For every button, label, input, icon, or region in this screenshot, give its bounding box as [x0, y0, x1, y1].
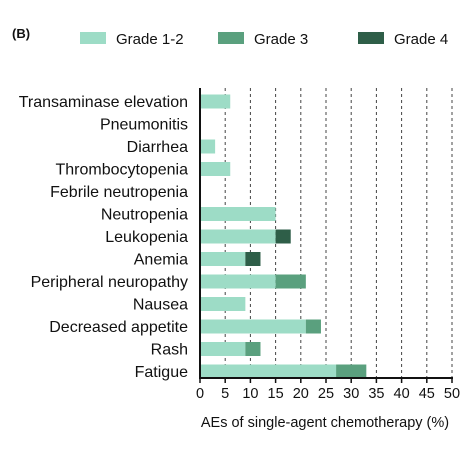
bar-decreased-appetite-s1 [305, 319, 321, 334]
category-label: Thrombocytopenia [55, 162, 188, 179]
x-tick-label: 0 [196, 386, 204, 402]
gridlines [224, 88, 453, 378]
legend-swatch-1 [218, 32, 244, 44]
bars [200, 94, 367, 379]
bar-diarrhea-s0 [200, 139, 216, 154]
bar-leukopenia-s2 [275, 229, 291, 244]
x-tick-label: 10 [242, 386, 258, 402]
tick-labels: 0 5 10 15 20 25 30 35 40 45 50 [196, 386, 460, 402]
panel-label: (B) [12, 26, 30, 41]
bar-neutropenia-s0 [200, 207, 276, 221]
category-label: Nausea [133, 297, 188, 314]
bar-rash-s1 [245, 342, 261, 356]
category-label: Rash [151, 342, 188, 359]
bar-transaminase-elevation-s0 [200, 94, 231, 109]
bar-peripheral-neuropathy-s1 [275, 274, 306, 289]
category-label: Pneumonitis [100, 117, 188, 134]
x-tick-label: 45 [419, 386, 435, 402]
legend-swatch-0 [80, 32, 106, 44]
x-tick-label: 30 [343, 386, 359, 402]
bar-nausea-s0 [200, 297, 246, 311]
x-tick-label: 5 [221, 386, 229, 402]
bar-peripheral-neuropathy-s0 [200, 274, 276, 289]
category-label: Anemia [134, 252, 188, 269]
bar-anemia-s0 [200, 252, 246, 266]
legend: Grade 1-2 Grade 3 Grade 4 [80, 31, 448, 48]
x-tick-label: 35 [368, 386, 384, 402]
axes [199, 88, 453, 383]
category-label: Fatigue [135, 364, 188, 381]
bar-fatigue-s0 [200, 364, 337, 379]
category-label: Decreased appetite [49, 319, 188, 336]
category-label: Leukopenia [105, 229, 188, 246]
bar-rash-s0 [200, 342, 246, 356]
category-labels: Transaminase elevation Pneumonitis Diarrhe… [19, 94, 188, 381]
x-tick-label: 40 [394, 386, 410, 402]
x-tick-label: 20 [293, 386, 309, 402]
legend-label: Grade 3 [254, 31, 308, 48]
x-tick-label: 25 [318, 386, 334, 402]
bar-leukopenia-s0 [200, 229, 276, 244]
legend-label: Grade 4 [394, 31, 448, 48]
x-axis-title: AEs of single-agent chemotherapy (%) [201, 415, 449, 431]
bar-decreased-appetite-s0 [200, 319, 306, 334]
bar-thrombocytopenia-s0 [200, 162, 231, 176]
bar-fatigue-s1 [336, 364, 367, 379]
legend-swatch-2 [358, 32, 384, 44]
category-label: Diarrhea [127, 139, 188, 156]
category-label: Transaminase elevation [19, 94, 188, 111]
bar-anemia-s2 [245, 252, 261, 266]
x-tick-label: 15 [268, 386, 284, 402]
legend-label: Grade 1-2 [116, 31, 184, 48]
category-label: Peripheral neuropathy [31, 274, 188, 291]
category-label: Febrile neutropenia [50, 184, 188, 201]
category-label: Neutropenia [101, 207, 188, 224]
x-tick-label: 50 [444, 386, 460, 402]
